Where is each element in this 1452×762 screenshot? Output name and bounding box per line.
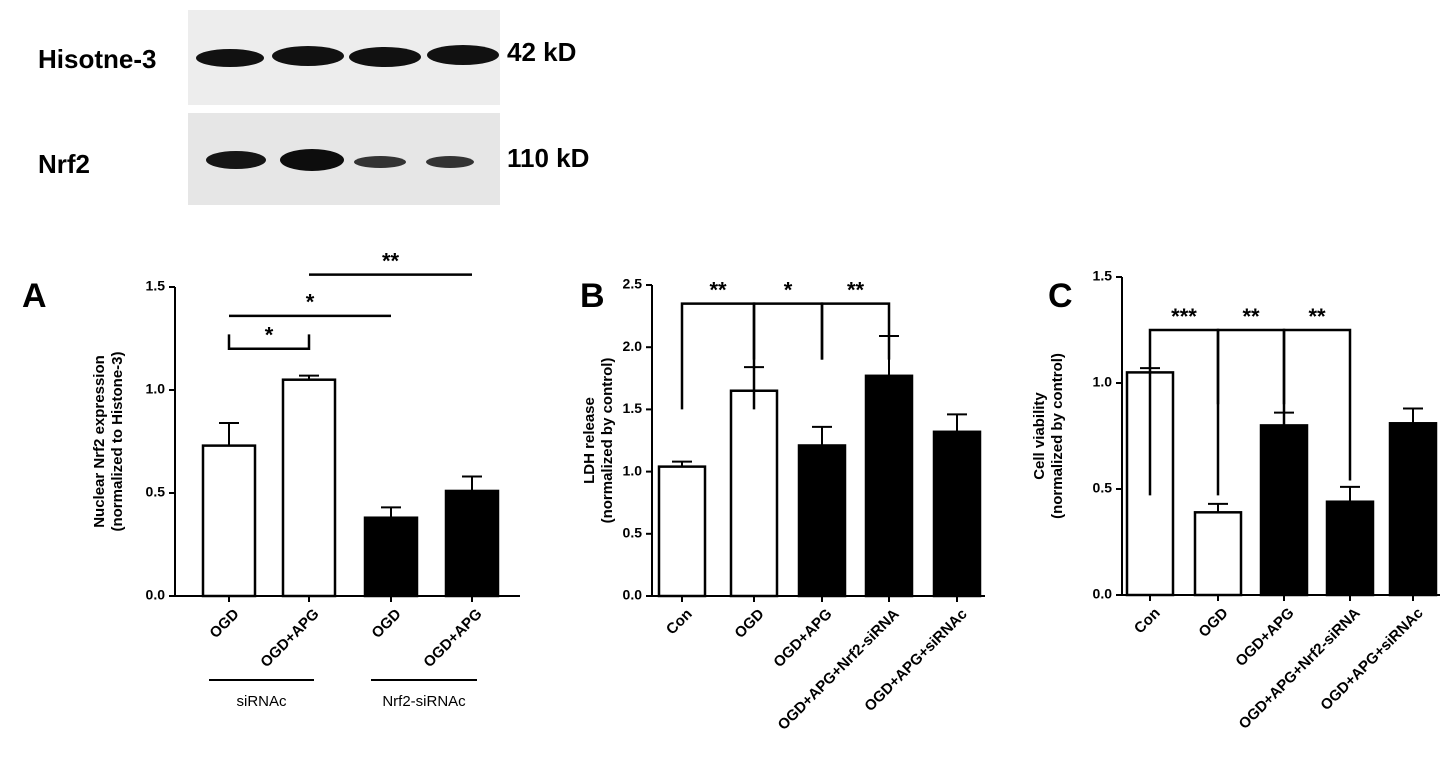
bar [281, 378, 337, 598]
y-tick-label: 1.0 [1093, 374, 1113, 390]
y-tick-label: 0.5 [146, 484, 166, 500]
group-label: siRNAc [236, 693, 287, 710]
blot-band [280, 149, 344, 171]
y-axis-label: Cell viability [1031, 392, 1048, 480]
significance-label: ** [382, 248, 400, 273]
y-axis-label: (normalized by control) [1049, 353, 1066, 519]
y-tick-label: 0.5 [623, 525, 643, 541]
panel-label: C [1048, 277, 1073, 315]
bar [729, 389, 779, 598]
x-tick-label: OGD+APG [420, 606, 485, 671]
y-tick-label: 2.0 [623, 338, 643, 354]
panel-label: A [22, 277, 47, 315]
bar [363, 516, 419, 598]
bar [657, 465, 707, 598]
x-tick-label: OGD+APG+Nrf2-siRNA [1236, 604, 1364, 732]
significance-bracket [1216, 328, 1286, 405]
blot-images [188, 10, 500, 205]
bar [201, 444, 257, 598]
x-tick-label: OGD [206, 605, 242, 641]
significance-label: ** [847, 277, 865, 302]
y-tick-label: 1.5 [146, 278, 166, 294]
x-tick-label: OGD [1195, 604, 1231, 640]
y-axis-label: (normalized by control) [599, 358, 616, 524]
blot-band [354, 156, 406, 168]
significance-label: * [265, 323, 274, 348]
x-tick-label: Con [663, 606, 696, 639]
significance-label: ** [1308, 304, 1326, 329]
bar [1325, 500, 1375, 597]
y-tick-label: 0.0 [1093, 586, 1113, 602]
blot-size: 42 kD [507, 37, 576, 67]
y-tick-label: 1.5 [1093, 268, 1113, 284]
x-tick-label: OGD+APG+Nrf2-siRNA [775, 605, 903, 733]
significance-label: *** [1171, 304, 1197, 329]
y-tick-label: 1.0 [146, 381, 166, 397]
x-tick-label: OGD [731, 605, 767, 641]
blot-band [349, 47, 421, 67]
bar [444, 489, 500, 598]
blot-size: 110 kD [507, 143, 589, 173]
significance-bracket [1282, 328, 1352, 481]
y-tick-label: 0.0 [623, 587, 643, 603]
bar [1388, 422, 1438, 597]
bar [932, 430, 982, 598]
significance-bracket [820, 302, 891, 360]
y-axis-label: LDH release [581, 397, 598, 484]
significance-bracket [752, 302, 824, 360]
y-tick-label: 1.0 [623, 462, 643, 478]
significance-label: * [784, 277, 793, 302]
x-tick-label: OGD+APG [1232, 605, 1297, 670]
bar [797, 444, 847, 598]
y-axis-label: Nuclear Nrf2 expression [91, 355, 108, 528]
blot-band [427, 45, 499, 65]
significance-bracket [1148, 328, 1220, 496]
y-tick-label: 0.5 [1093, 480, 1113, 496]
significance-label: * [306, 290, 315, 315]
x-tick-label: OGD+APG [770, 606, 835, 671]
blot-band [206, 151, 266, 169]
x-tick-label: OGD+APG+siRNAc [1317, 605, 1426, 714]
x-tick-label: OGD [368, 605, 404, 641]
y-tick-label: 1.5 [623, 400, 643, 416]
x-tick-label: OGD+APG [257, 606, 322, 671]
blot-label: Hisotne-3 [38, 44, 156, 74]
bar [864, 374, 914, 598]
y-tick-label: 0.0 [146, 587, 166, 603]
y-axis-label: (normalized to Histone-3) [109, 351, 126, 531]
bar [1193, 511, 1243, 597]
blot-band [426, 156, 474, 168]
blot-band [272, 46, 344, 66]
significance-label: ** [709, 277, 727, 302]
significance-bracket [227, 334, 311, 351]
x-tick-label: Con [1131, 605, 1164, 638]
blot-label: Nrf2 [38, 149, 90, 179]
group-label: Nrf2-siRNAc [382, 693, 466, 710]
significance-label: ** [1242, 304, 1260, 329]
panel-label: B [580, 277, 605, 315]
blot-band [196, 49, 264, 67]
y-tick-label: 2.5 [623, 276, 643, 292]
